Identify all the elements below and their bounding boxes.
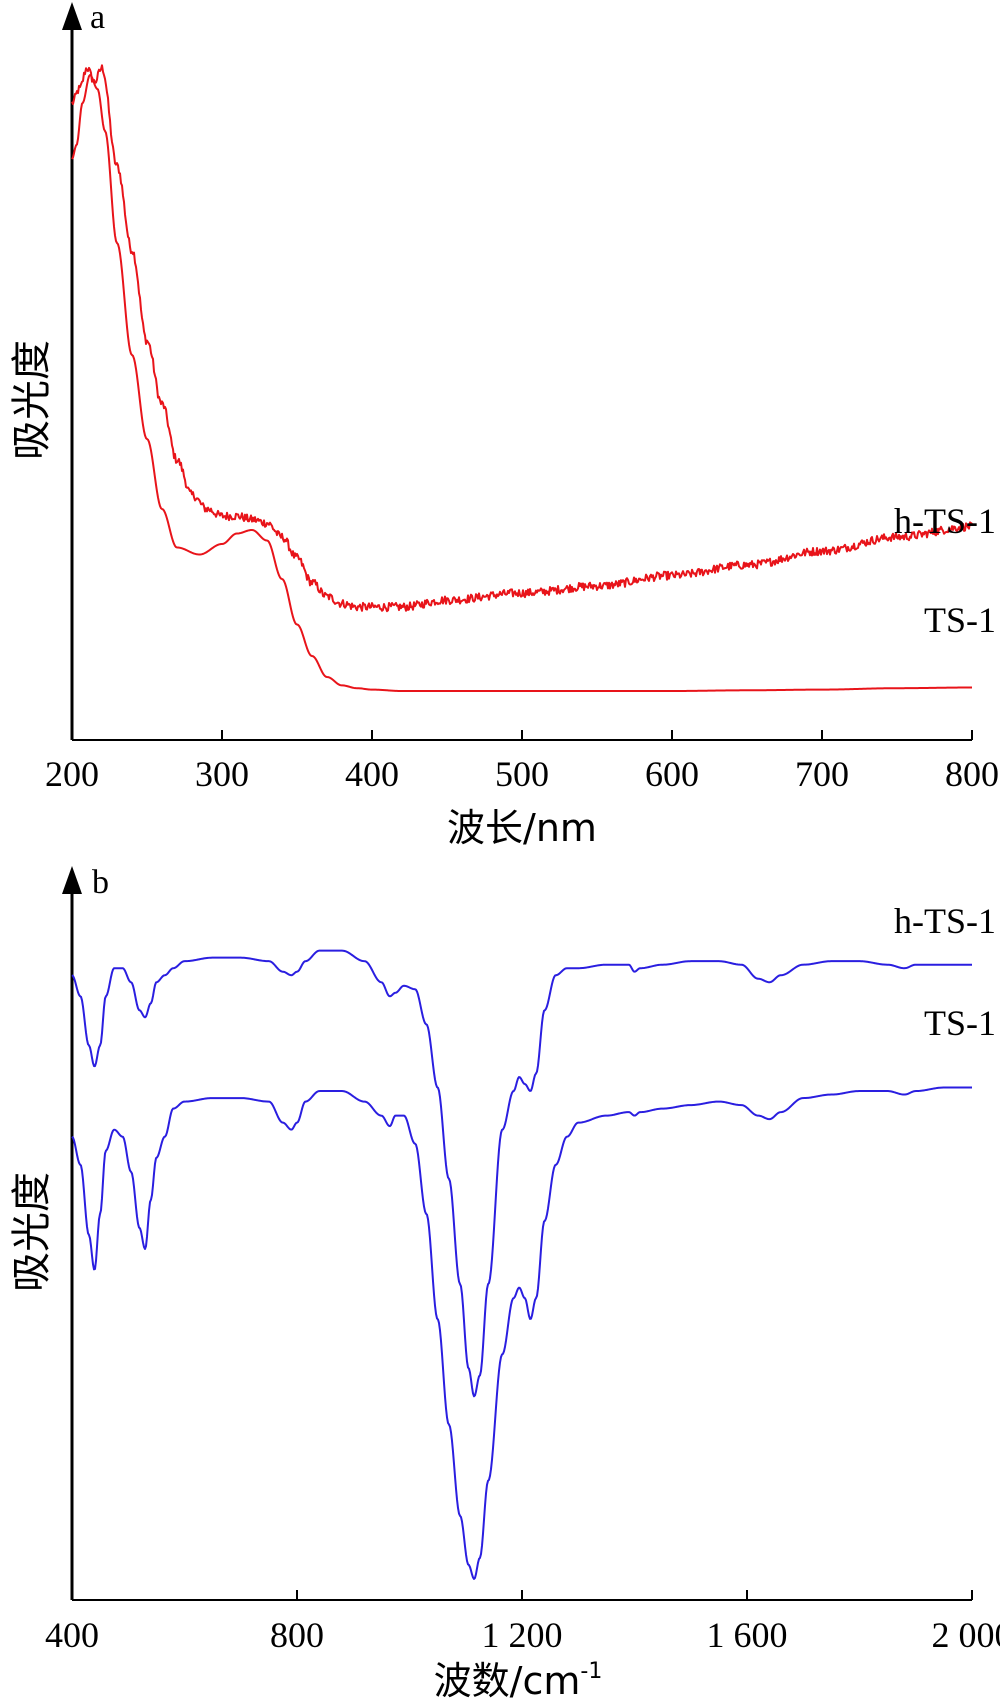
panel-b-series (71, 949, 972, 1580)
panel-b-series-line-h-ts-1 (71, 949, 972, 1398)
panel-b-x-axis-title-superscript: -1 (580, 1659, 602, 1684)
panel-b-series-label-ts-1: TS-1 (924, 1003, 996, 1043)
panel-a-series-line-ts-1 (71, 74, 972, 692)
panel-a-x-tick-label-700: 700 (795, 754, 849, 794)
panel-a-label: a (90, 0, 105, 36)
panel-a: a 200 300 400 500 600 700 800 h-TS-1 TS-1 波长/n… (9, 0, 999, 850)
panel-a-x-tick-label-200: 200 (45, 754, 99, 794)
panel-b: b 400 800 1 200 1 600 2 000 h-TS-1 TS-1 波数/c… (9, 864, 1000, 1700)
panel-a-x-tick-label-300: 300 (195, 754, 249, 794)
panel-b-x-axis-title: 波数/cm-1 (434, 1659, 603, 1700)
panel-a-series-label-h-ts-1: h-TS-1 (894, 501, 996, 541)
panel-a-x-ticks: 200 300 400 500 600 700 800 (45, 730, 999, 794)
panel-b-x-axis-title-main: 波数/cm (434, 1659, 581, 1700)
panel-b-x-ticks: 400 800 1 200 1 600 2 000 (45, 1590, 1000, 1655)
panel-a-x-tick-label-400: 400 (345, 754, 399, 794)
panel-b-x-tick-label-800: 800 (270, 1615, 324, 1655)
panel-b-y-axis-title: 吸光度 (9, 1172, 55, 1292)
panel-a-x-tick-label-800: 800 (945, 754, 999, 794)
panel-b-label: b (92, 864, 109, 901)
panel-a-x-axis-title: 波长/nm (447, 806, 597, 850)
panel-a-series (71, 64, 973, 692)
panel-b-series-label-h-ts-1: h-TS-1 (894, 901, 996, 941)
panel-b-x-tick-label-2000: 2 000 (932, 1615, 1000, 1655)
panel-a-y-axis-title: 吸光度 (9, 340, 55, 460)
panel-a-series-line-h-ts-1 (71, 64, 973, 613)
panel-a-x-tick-label-600: 600 (645, 754, 699, 794)
panel-b-x-tick-label-1200: 1 200 (482, 1615, 563, 1655)
panel-b-x-tick-label-1600: 1 600 (707, 1615, 788, 1655)
panel-b-x-tick-label-400: 400 (45, 1615, 99, 1655)
panel-b-series-line-ts-1 (71, 1086, 972, 1580)
panel-a-y-axis-arrow (62, 2, 82, 30)
panel-a-x-tick-label-500: 500 (495, 754, 549, 794)
panel-b-y-axis-arrow (62, 866, 82, 894)
panel-a-series-label-ts-1: TS-1 (924, 600, 996, 640)
